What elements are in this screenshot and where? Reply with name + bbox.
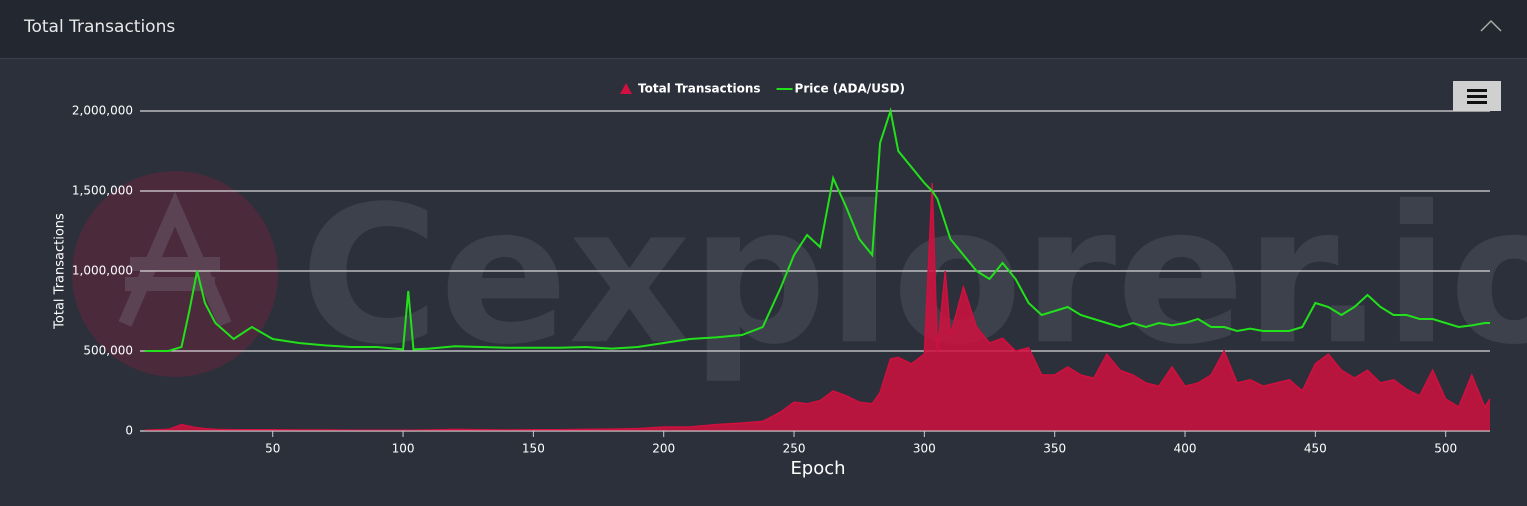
x-tick-label: 400 [1174, 442, 1197, 456]
area-fill [145, 183, 1490, 431]
panel-title: Total Transactions [24, 17, 176, 37]
x-tick-label: 150 [522, 442, 545, 456]
x-tick-label: 50 [265, 442, 280, 456]
x-tick-label: 350 [1043, 442, 1066, 456]
menu-button[interactable] [1453, 81, 1501, 111]
x-tick-label: 450 [1304, 442, 1327, 456]
panel-header: Total Transactions [0, 0, 1527, 59]
y-tick-label: 2,000,000 [72, 104, 133, 118]
legend-label: Price (ADA/USD) [795, 82, 906, 96]
y-tick-label: 1,000,000 [72, 264, 133, 278]
x-axis-title: Epoch [790, 458, 845, 479]
y-tick-label: 500,000 [83, 344, 133, 358]
x-tick-label: 300 [913, 442, 936, 456]
watermark: Cexplorer.io [300, 165, 1527, 386]
x-tick-label: 500 [1434, 442, 1457, 456]
y-tick-label: 1,500,000 [72, 184, 133, 198]
x-tick-label: 200 [652, 442, 675, 456]
collapse-button[interactable] [1478, 16, 1504, 36]
chart: Cexplorer.io 0 500,000 1,000,000 1,500,000 2… [53, 81, 1527, 479]
legend-label: Total Transactions [638, 82, 761, 96]
y-axis-title: Total Transactions [53, 213, 68, 330]
price-line [145, 107, 1490, 352]
y-tick-label: 0 [125, 424, 133, 438]
x-tick-label: 250 [783, 442, 806, 456]
watermark-logo [72, 171, 278, 377]
area-line [144, 182, 1491, 431]
x-tick-label: 100 [392, 442, 415, 456]
legend-marker [620, 83, 632, 94]
